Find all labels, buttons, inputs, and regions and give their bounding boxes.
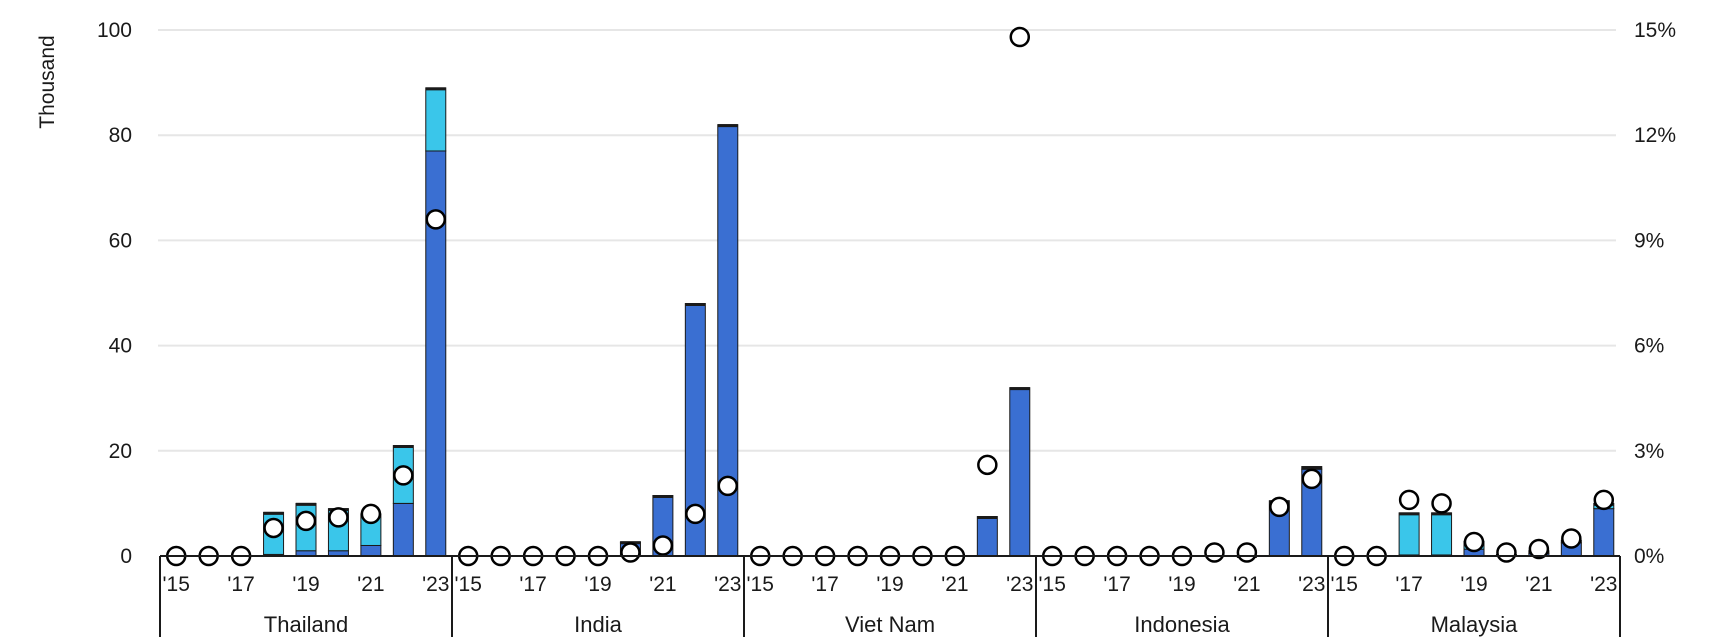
bar-bev (976, 516, 998, 557)
x-axis: '15 '17 '19 '21 '23 Thailand '15 '17 '19 '21 '23 In… (159, 555, 1621, 637)
share-dot (360, 503, 382, 525)
bar-bev (1009, 387, 1031, 557)
x-tick-label: '21 (1525, 573, 1552, 596)
right-tick-label: 15% (1634, 19, 1676, 42)
share-dot (1204, 542, 1225, 563)
x-tick-label: '19 (876, 573, 903, 596)
share-dot (1269, 496, 1290, 518)
country-label: India (574, 612, 622, 637)
x-tick-label: '23 (422, 573, 449, 596)
share-dot (1496, 542, 1517, 563)
left-tick-label: 100 (97, 19, 132, 42)
right-tick-label: 3% (1634, 440, 1664, 463)
x-tick-label: '23 (1590, 573, 1617, 596)
left-tick-label: 40 (109, 335, 132, 358)
left-tick-label: 0 (120, 545, 132, 568)
x-tick-label: '17 (227, 573, 254, 596)
gridlines (158, 29, 1616, 452)
x-tick-label: '23 (714, 573, 741, 596)
x-tick-label: '23 (1298, 573, 1325, 596)
right-tick-label: 12% (1634, 124, 1676, 147)
share-dot (717, 475, 739, 497)
x-tick-label: '21 (357, 573, 384, 596)
bar-phev (425, 87, 447, 152)
share-dot (1431, 493, 1452, 514)
left-axis-title: Thousand (36, 35, 59, 128)
x-tick-label: '19 (584, 573, 611, 596)
country-label: Malaysia (1431, 612, 1519, 637)
x-tick-label: '17 (1103, 573, 1130, 596)
x-tick-label: '17 (1395, 573, 1422, 596)
bar-bev (360, 544, 382, 557)
share-dot (685, 503, 706, 525)
bar-bev (1593, 508, 1615, 557)
country-label: Thailand (264, 612, 348, 637)
share-dot (1236, 542, 1258, 563)
share-dot (1009, 26, 1031, 48)
right-tick-label: 9% (1634, 229, 1664, 252)
left-axis: Thousand 0 20 40 60 80 100 (36, 19, 132, 568)
left-tick-label: 20 (109, 440, 132, 463)
share-dot (328, 507, 349, 528)
x-tick-label: '19 (292, 573, 319, 596)
left-tick-label: 60 (109, 229, 132, 252)
bar-series (263, 87, 1615, 558)
share-dot (620, 542, 641, 563)
share-dot (425, 209, 447, 230)
x-tick-label: '21 (1233, 573, 1260, 596)
x-tick-label: '23 (1006, 573, 1033, 596)
share-series (165, 26, 1615, 567)
x-tick-label: '19 (1168, 573, 1195, 596)
bar-bev (392, 502, 414, 557)
x-tick-label: '21 (941, 573, 968, 596)
share-dot (977, 454, 998, 476)
share-dot (263, 517, 284, 539)
share-dot (1398, 489, 1420, 511)
right-tick-label: 6% (1634, 335, 1664, 358)
share-dot (393, 465, 414, 486)
x-tick-label: '15 (1331, 573, 1358, 596)
x-tick-label: '17 (811, 573, 838, 596)
right-axis: 0% 3% 6% 9% 12% 15% (1634, 19, 1676, 568)
x-tick-label: '21 (649, 573, 676, 596)
share-dot (1463, 531, 1485, 553)
share-dot (652, 535, 674, 556)
share-dot (1301, 468, 1323, 490)
bar-phev (1431, 512, 1453, 556)
country-label: Viet Nam (845, 612, 935, 637)
share-dot (295, 510, 317, 532)
share-dot (1593, 489, 1615, 511)
bar-phev (1398, 512, 1420, 556)
share-dot (1561, 528, 1582, 549)
country-label: Indonesia (1134, 612, 1230, 637)
x-tick-label: '15 (163, 573, 190, 596)
right-tick-label: 0% (1634, 545, 1664, 568)
x-tick-label: '15 (747, 573, 774, 596)
left-tick-label: 80 (109, 124, 132, 147)
x-tick-label: '15 (455, 573, 482, 596)
share-dot (1528, 538, 1550, 560)
x-tick-label: '17 (519, 573, 546, 596)
x-tick-label: '15 (1039, 573, 1066, 596)
x-tick-label: '19 (1460, 573, 1487, 596)
